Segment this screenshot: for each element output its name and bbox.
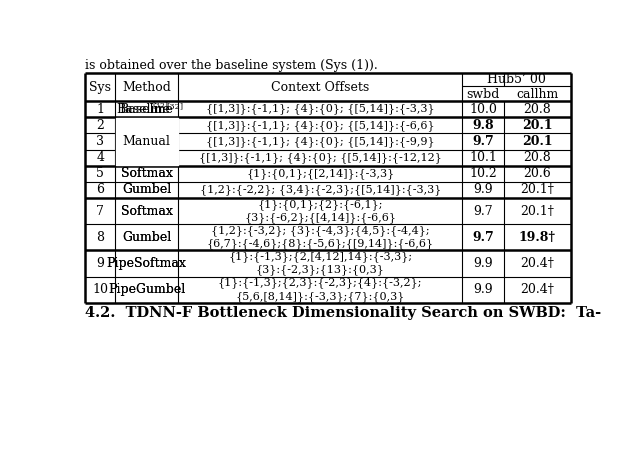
- Text: 20.1: 20.1: [522, 135, 552, 148]
- Text: Gumbel: Gumbel: [122, 183, 172, 197]
- Text: 20.4†: 20.4†: [520, 283, 554, 296]
- Text: 3: 3: [96, 135, 104, 148]
- Text: Softmax: Softmax: [121, 205, 173, 218]
- Text: 20.1†: 20.1†: [520, 205, 554, 218]
- Text: [32]: [32]: [166, 102, 183, 110]
- Text: Softmax: Softmax: [121, 167, 173, 180]
- Text: Softmax: Softmax: [121, 205, 173, 218]
- Text: 9.9: 9.9: [473, 257, 493, 270]
- Text: is obtained over the baseline system (Sys (1)).: is obtained over the baseline system (Sy…: [85, 59, 378, 72]
- Text: Gumbel: Gumbel: [122, 231, 172, 244]
- Text: Manual: Manual: [123, 135, 171, 148]
- Text: {[1,3]}:{-1,1}; {4}:{0}; {[5,14]}:{-9,9}: {[1,3]}:{-1,1}; {4}:{0}; {[5,14]}:{-9,9}: [206, 136, 435, 147]
- Text: {[1,3]}:{-1,1}; {4}:{0}; {[5,14]}:{-12,12}: {[1,3]}:{-1,1}; {4}:{0}; {[5,14]}:{-12,1…: [199, 152, 442, 163]
- Text: 9.9: 9.9: [473, 283, 493, 296]
- Text: PipeGumbel: PipeGumbel: [108, 283, 185, 296]
- Text: Method: Method: [122, 80, 171, 94]
- Text: 10: 10: [92, 283, 108, 296]
- Text: Gumbel: Gumbel: [122, 231, 172, 244]
- Text: 4: 4: [96, 151, 104, 164]
- Text: {1}:{-1,3};{2,[4,12],14}:{-3,3};
{3}:{-2,3};{13}:{0,3}: {1}:{-1,3};{2,[4,12],14}:{-3,3}; {3}:{-2…: [228, 251, 412, 276]
- Text: PipeGumbel: PipeGumbel: [108, 283, 185, 296]
- Text: 20.1†: 20.1†: [520, 183, 554, 197]
- Text: 1: 1: [96, 103, 104, 116]
- Text: 7: 7: [96, 205, 104, 218]
- Text: {1}:{-1,3};{2,3}:{-2,3};{4}:{-3,2};
{5,6,[8,14]}:{-3,3};{7}:{0,3}: {1}:{-1,3};{2,3}:{-2,3};{4}:{-3,2}; {5,6…: [218, 278, 422, 302]
- Text: 10.1: 10.1: [469, 151, 497, 164]
- Text: {1}:{0,1};{[2,14]}:{-3,3}: {1}:{0,1};{[2,14]}:{-3,3}: [246, 169, 394, 179]
- Text: 9.8: 9.8: [472, 119, 494, 132]
- Text: 20.4†: 20.4†: [520, 257, 554, 270]
- Text: swbd: swbd: [467, 88, 500, 101]
- Text: 9.9: 9.9: [473, 183, 493, 197]
- Text: Baseline: Baseline: [120, 103, 173, 116]
- Text: 20.8: 20.8: [524, 103, 551, 116]
- Text: 8: 8: [96, 231, 104, 244]
- Text: 19.8†: 19.8†: [519, 231, 556, 244]
- Text: [32]: [32]: [152, 101, 168, 109]
- Text: 6: 6: [96, 183, 104, 197]
- Text: Hub5’ 00: Hub5’ 00: [487, 73, 546, 86]
- Text: 9.7: 9.7: [473, 205, 493, 218]
- Text: 9.7: 9.7: [472, 135, 494, 148]
- Text: 4.2.  TDNN-F Bottleneck Dimensionality Search on SWBD:  Ta-: 4.2. TDNN-F Bottleneck Dimensionality Se…: [85, 306, 602, 320]
- Text: 20.6: 20.6: [524, 167, 551, 180]
- Text: Softmax: Softmax: [121, 167, 173, 180]
- Text: 20.1: 20.1: [522, 119, 552, 132]
- Text: {1}:{0,1};{2}:{-6,1};
{3}:{-6,2};{[4,14]}:{-6,6}: {1}:{0,1};{2}:{-6,1}; {3}:{-6,2};{[4,14]…: [244, 199, 396, 223]
- Text: 10.2: 10.2: [469, 167, 497, 180]
- Text: PipeSoftmax: PipeSoftmax: [107, 257, 187, 270]
- Text: {1,2}:{-2,2}; {3,4}:{-2,3};{[5,14]}:{-3,3}: {1,2}:{-2,2}; {3,4}:{-2,3};{[5,14]}:{-3,…: [200, 185, 441, 195]
- Text: 9: 9: [96, 257, 104, 270]
- Text: 10.0: 10.0: [469, 103, 497, 116]
- Text: 20.8: 20.8: [524, 151, 551, 164]
- Text: 5: 5: [96, 167, 104, 180]
- Text: Baseline: Baseline: [116, 103, 170, 116]
- Text: PipeSoftmax: PipeSoftmax: [107, 257, 187, 270]
- Text: {[1,3]}:{-1,1}; {4}:{0}; {[5,14]}:{-3,3}: {[1,3]}:{-1,1}; {4}:{0}; {[5,14]}:{-3,3}: [206, 104, 435, 115]
- Text: {1,2}:{-3,2}; {3}:{-4,3};{4,5}:{-4,4};
{6,7}:{-4,6};{8}:{-5,6};{[9,14]}:{-6,6}: {1,2}:{-3,2}; {3}:{-4,3};{4,5}:{-4,4}; {…: [207, 225, 434, 249]
- Text: 2: 2: [96, 119, 104, 132]
- Text: 9.7: 9.7: [472, 231, 494, 244]
- Text: callhm: callhm: [516, 88, 558, 101]
- Text: Context Offsets: Context Offsets: [271, 80, 369, 94]
- Text: Gumbel: Gumbel: [122, 183, 172, 197]
- Text: {[1,3]}:{-1,1}; {4}:{0}; {[5,14]}:{-6,6}: {[1,3]}:{-1,1}; {4}:{0}; {[5,14]}:{-6,6}: [206, 120, 435, 130]
- Text: Sys: Sys: [89, 80, 111, 94]
